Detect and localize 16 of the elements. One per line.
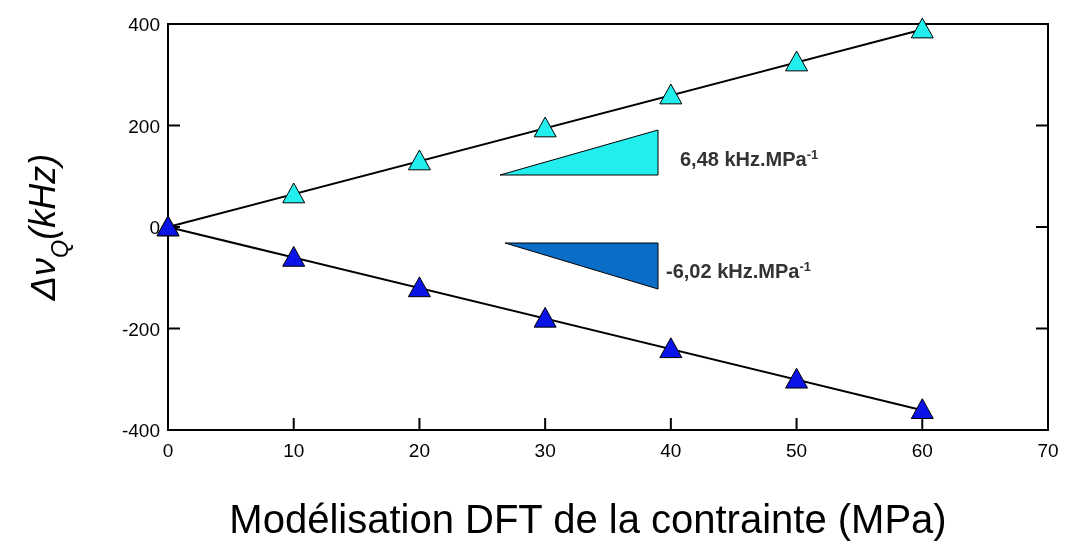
x-tick-label: 60 bbox=[911, 440, 933, 461]
x-tick-label: 70 bbox=[1037, 440, 1059, 461]
x-tick-label: 40 bbox=[660, 440, 682, 461]
annotation: -6,02 kHz.MPa$^{-1}$ bbox=[666, 258, 811, 282]
y-tick-label: -400 bbox=[121, 420, 160, 441]
annotation: 6,48 kHz.MPa$^{-1}$ bbox=[680, 146, 819, 170]
y-tick-label: -200 bbox=[121, 318, 160, 340]
x-tick-label: 50 bbox=[786, 440, 808, 461]
x-axis-title: Modélisation DFT de la contrainte (MPa) bbox=[229, 497, 947, 541]
x-tick-label: 0 bbox=[162, 440, 174, 461]
x-tick-label: 30 bbox=[534, 440, 556, 461]
x-tick-label: 10 bbox=[283, 440, 305, 461]
y-tick-label: 0 bbox=[149, 217, 160, 238]
y-tick-label: 200 bbox=[128, 115, 160, 137]
x-tick-label: 20 bbox=[408, 440, 430, 461]
y-tick-label: 400 bbox=[128, 14, 160, 35]
